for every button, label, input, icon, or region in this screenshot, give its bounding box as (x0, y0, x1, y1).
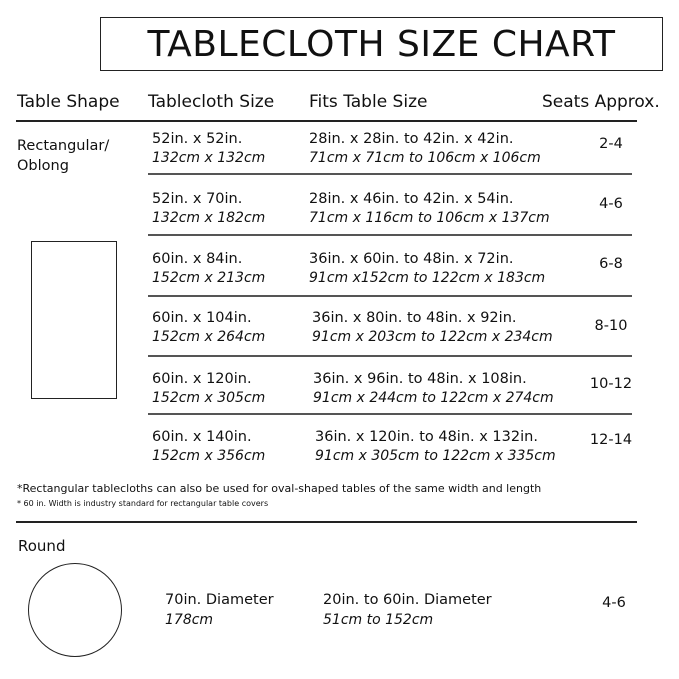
size-cm: 152cm x 305cm (152, 390, 266, 406)
rectangle-shape-icon (31, 241, 117, 399)
size-in: 52in. x 52in. (152, 131, 243, 147)
seats: 10-12 (589, 376, 633, 392)
circle-shape-icon (28, 563, 122, 657)
header-fits-table-size: Fits Table Size (309, 92, 428, 112)
header-table-shape: Table Shape (17, 92, 120, 112)
footnote-oval: *Rectangular tablecloths can also be use… (17, 482, 542, 495)
row-divider (148, 355, 632, 357)
size-cm: 132cm x 182cm (152, 210, 266, 226)
shape-label-oblong: Oblong (17, 158, 69, 174)
fits-cm: 91cm x 305cm to 122cm x 335cm (315, 448, 556, 464)
fits-cm: 71cm x 116cm to 106cm x 137cm (309, 210, 550, 226)
fits-in: 36in. x 96in. to 48in. x 108in. (313, 371, 527, 387)
size-in: 60in. x 104in. (152, 310, 252, 326)
size-in: 60in. x 120in. (152, 371, 252, 387)
row-divider (148, 295, 632, 297)
shape-label-rectangular: Rectangular/ (17, 138, 110, 154)
round-size-in: 70in. Diameter (165, 592, 274, 608)
size-cm: 152cm x 356cm (152, 448, 266, 464)
header-seats: Seats Approx. (542, 92, 660, 112)
row-divider (148, 413, 632, 415)
size-cm: 132cm x 132cm (152, 150, 266, 166)
seats: 6-8 (599, 256, 623, 272)
fits-cm: 91cm x152cm to 122cm x 183cm (309, 270, 546, 286)
round-fits-cm: 51cm to 152cm (323, 612, 434, 628)
round-fits-in: 20in. to 60in. Diameter (323, 592, 492, 608)
size-in: 60in. x 84in. (152, 251, 243, 267)
seats: 2-4 (599, 136, 623, 152)
round-seats: 4-6 (602, 595, 626, 611)
size-cm: 152cm x 264cm (152, 329, 266, 345)
section-divider (16, 521, 637, 523)
seats: 4-6 (599, 196, 623, 212)
size-cm: 152cm x 213cm (152, 270, 266, 286)
footnote-width: * 60 in. Width is industry standard for … (17, 499, 269, 508)
fits-in: 36in. x 60in. to 48in. x 72in. (309, 251, 514, 267)
fits-cm: 91cm x 244cm to 122cm x 274cm (313, 390, 554, 406)
size-in: 52in. x 70in. (152, 191, 243, 207)
fits-in: 36in. x 120in. to 48in. x 132in. (315, 429, 538, 445)
header-divider (16, 120, 637, 122)
row-divider (148, 173, 632, 175)
size-in: 60in. x 140in. (152, 429, 252, 445)
header-tablecloth-size: Tablecloth Size (148, 92, 275, 112)
fits-in: 28in. x 46in. to 42in. x 54in. (309, 191, 514, 207)
fits-cm: 91cm x 203cm to 122cm x 234cm (312, 329, 553, 345)
fits-in: 28in. x 28in. to 42in. x 42in. (309, 131, 514, 147)
seats: 12-14 (589, 432, 633, 448)
row-divider (148, 234, 632, 236)
shape-label-round: Round (18, 537, 66, 555)
fits-in: 36in. x 80in. to 48in. x 92in. (312, 310, 517, 326)
fits-cm: 71cm x 71cm to 106cm x 106cm (309, 150, 541, 166)
round-size-cm: 178cm (165, 612, 214, 628)
seats: 8-10 (594, 318, 628, 334)
page-title: TABLECLOTH SIZE CHART (100, 17, 663, 71)
